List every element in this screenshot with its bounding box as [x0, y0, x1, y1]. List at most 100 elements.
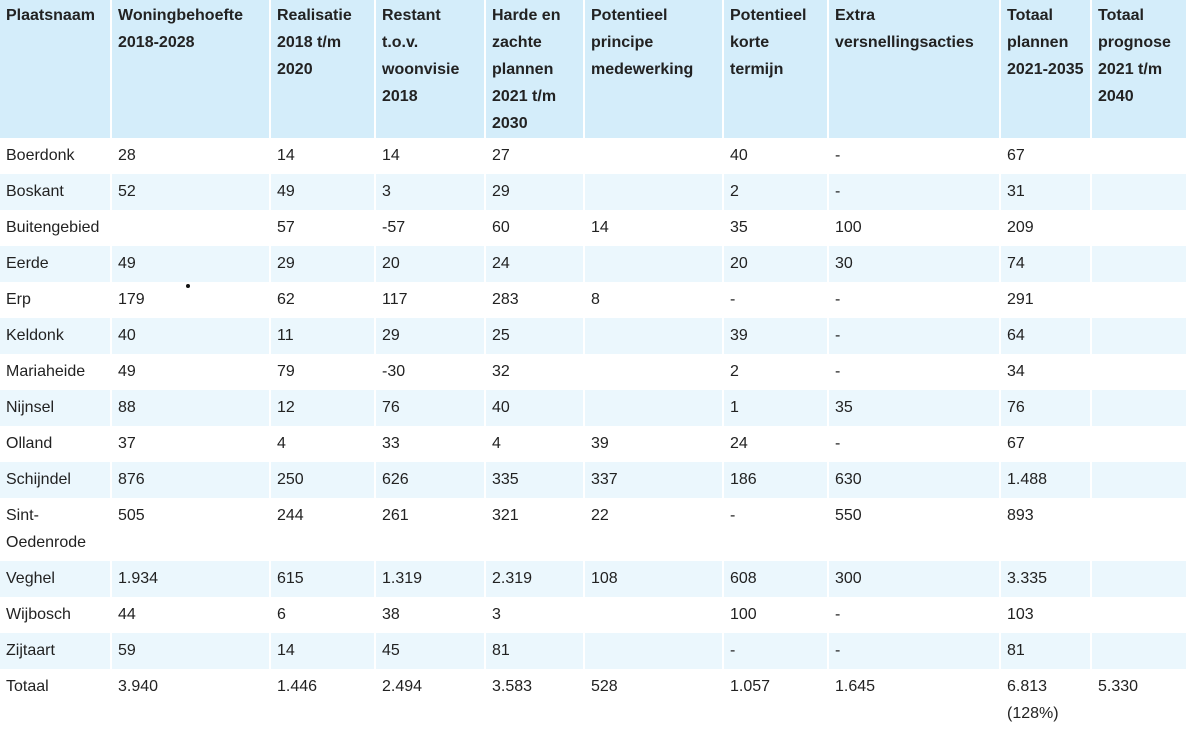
table-cell: - [730, 507, 736, 524]
table-row: Schijndel 876 250 626 335 337 186 630 1.488 [0, 462, 1186, 498]
table-cell: 244 [277, 507, 304, 524]
cell-plaatsnaam: Totaal [6, 678, 49, 695]
table-cell: 2.319 [486, 561, 583, 597]
table-cell: 876 [112, 462, 269, 498]
table-cell: 3 [492, 606, 501, 623]
table-cell: 3.335 [1001, 561, 1090, 597]
table-cell: 100 [730, 606, 757, 623]
table-cell: - [829, 318, 999, 354]
cell-plaatsnaam: Nijnsel [0, 390, 110, 426]
table-cell [1092, 561, 1186, 597]
table-cell [1092, 354, 1186, 390]
table-row: Boskant 52 49 3 29 2-31 [0, 174, 1186, 210]
header-woningbehoefte: Woningbehoefte 2018-2028 [112, 0, 269, 138]
table-cell: 33 [382, 435, 400, 452]
table-cell: - [829, 174, 999, 210]
table-cell: 44 [118, 606, 136, 623]
table-cell: 335 [486, 462, 583, 498]
table-cell: 550 [835, 507, 862, 524]
table-cell: 34 [1007, 363, 1025, 380]
table-row: Nijnsel 88 12 76 40 1 35 76 [0, 390, 1186, 426]
table-cell: 4 [492, 435, 501, 452]
table-cell: 76 [1001, 390, 1090, 426]
table-cell: 2.494 [382, 678, 423, 695]
table-cell: 300 [829, 561, 999, 597]
header-row: Plaatsnaam Woningbehoefte 2018-2028 Real… [0, 0, 1186, 138]
table-cell: 49 [112, 246, 269, 282]
cell-plaatsnaam: Keldonk [0, 318, 110, 354]
table-cell: 28 [118, 147, 136, 164]
header-totaal-plannen: Totaal plannen 2021-2035 [1001, 0, 1090, 138]
table-cell: 76 [376, 390, 484, 426]
table-cell: 14 [277, 147, 295, 164]
table-cell [585, 390, 722, 426]
table-row: Eerde 49 29 20 24 20 30 74 [0, 246, 1186, 282]
table-cell: 261 [382, 507, 409, 524]
cell-plaatsnaam: Mariaheide [6, 363, 86, 380]
table-cell: 626 [376, 462, 484, 498]
table-cell: 67 [1007, 147, 1025, 164]
table-cell: - [835, 606, 841, 623]
table-cell [585, 597, 722, 633]
table-cell [1092, 462, 1186, 498]
table-body: Boerdonk 28 14 14 27 40-67 Boskant 52 49 3 29 2-31 B… [0, 138, 1186, 732]
table-cell: 283 [492, 291, 519, 308]
table-cell: 40 [730, 147, 748, 164]
table-cell: 6 [277, 606, 286, 623]
table-row: Keldonk 40 11 29 25 39-64 [0, 318, 1186, 354]
cell-plaatsnaam: Eerde [0, 246, 110, 282]
table-cell: 528 [591, 678, 618, 695]
header-harde-zachte-plannen: Harde en zachte plannen 2021 t/m 2030 [486, 0, 583, 138]
table-cell: 4 [277, 435, 286, 452]
header-potentieel-korte-termijn: Potentieel korte termijn [724, 0, 827, 138]
table-cell: 1.319 [376, 561, 484, 597]
table-cell: 45 [376, 633, 484, 669]
cell-plaatsnaam: Wijbosch [6, 606, 71, 623]
table-cell [585, 633, 722, 669]
table-cell [585, 174, 722, 210]
header-plaatsnaam: Plaatsnaam [0, 0, 110, 138]
cell-plaatsnaam: Erp [6, 291, 31, 308]
table-cell: - [835, 435, 841, 452]
table-row: Zijtaart 59 14 45 81- -81 [0, 633, 1186, 669]
table-row: Buitengebied 57 -57 60 14 35 100 209 [0, 210, 1186, 246]
table-cell: - [835, 147, 841, 164]
table-cell: 24 [486, 246, 583, 282]
header-extra-versnelling: Extra versnellingsacties [829, 0, 999, 138]
table-cell: 62 [277, 291, 295, 308]
table-cell: 630 [829, 462, 999, 498]
table-cell: 64 [1001, 318, 1090, 354]
table-cell: 39 [724, 318, 827, 354]
table-cell: 186 [724, 462, 827, 498]
table-cell: 337 [585, 462, 722, 498]
table-cell [1092, 282, 1186, 318]
table-cell: 8 [591, 291, 600, 308]
table-cell: 81 [486, 633, 583, 669]
table-cell: 40 [486, 390, 583, 426]
table-cell: 35 [829, 390, 999, 426]
header-realisatie: Realisatie 2018 t/m 2020 [271, 0, 374, 138]
table-cell: 38 [382, 606, 400, 623]
table-cell: 1 [724, 390, 827, 426]
table-cell: 3.940 [118, 678, 159, 695]
table-cell [1092, 138, 1186, 174]
table-cell: 30 [829, 246, 999, 282]
table-cell: 67 [1007, 435, 1025, 452]
table-cell [1092, 210, 1186, 246]
stray-dot [186, 284, 190, 288]
table-cell: 11 [271, 318, 374, 354]
table-cell: 2 [730, 363, 739, 380]
table-cell: 60 [492, 219, 510, 236]
table-cell: 12 [271, 390, 374, 426]
table-cell: 24 [730, 435, 748, 452]
table-cell: 22 [591, 507, 609, 524]
table-cell: 40 [112, 318, 269, 354]
table-cell: - [730, 291, 736, 308]
cell-plaatsnaam: Schijndel [0, 462, 110, 498]
table-cell: 49 [118, 363, 136, 380]
table-cell: 100 [835, 219, 862, 236]
cell-plaatsnaam: Buitengebied [6, 219, 100, 236]
table-cell [112, 210, 269, 246]
table-cell: 31 [1001, 174, 1090, 210]
table-row: Erp 179 62 117 283 8 - - 291 [0, 282, 1186, 318]
